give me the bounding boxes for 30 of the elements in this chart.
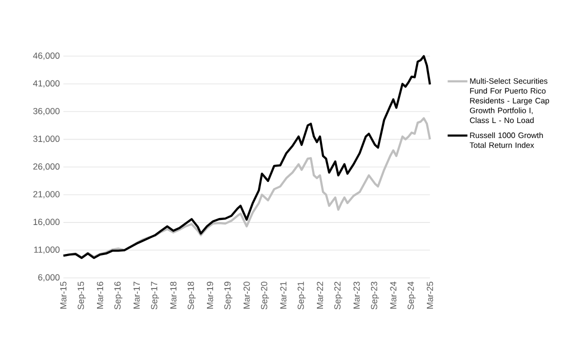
x-tick-label: Mar-22 [316, 282, 324, 309]
y-tick-label: 31,000 [33, 136, 60, 143]
x-tick-label: Mar-15 [60, 282, 66, 309]
y-tick-label: 6,000 [38, 274, 60, 282]
y-tick-label: 16,000 [34, 218, 60, 226]
x-tick-label: Mar-25 [426, 282, 434, 309]
x-tick-label: Sep-18 [188, 282, 196, 310]
x-tick-label: Sep-20 [260, 282, 269, 310]
x-tick-label: Sep-21 [298, 282, 306, 310]
x-tick-label: Mar-23 [353, 282, 360, 309]
x-tick-label: Sep-22 [334, 282, 342, 310]
x-tick-label: Sep-16 [114, 282, 122, 310]
x-tick-label: Mar-16 [96, 282, 104, 309]
x-tick-label: Mar-19 [206, 282, 214, 309]
x-tick-label: Mar-21 [280, 282, 286, 309]
x-tick-label: Mar-24 [390, 282, 396, 309]
x-tick-label: Sep-19 [224, 282, 232, 310]
y-tick-label: 26,000 [33, 163, 60, 171]
y-tick-label: 46,000 [33, 52, 60, 60]
y-tick-label: 41,000 [33, 80, 60, 88]
x-tick-label: Sep-24 [408, 282, 416, 310]
x-tick-label: Sep-17 [151, 282, 160, 310]
x-tick-label: Mar-20 [244, 282, 250, 309]
y-tick-label: 11,000 [34, 246, 60, 254]
x-tick-label: Sep-15 [78, 282, 86, 310]
x-tick-label: Mar-18 [170, 282, 176, 309]
x-tick-label: Mar-17 [134, 282, 140, 309]
y-tick-label: 21,000 [33, 191, 60, 198]
x-tick-label: Sep-23 [370, 282, 379, 310]
y-tick-label: 36,000 [33, 108, 60, 116]
